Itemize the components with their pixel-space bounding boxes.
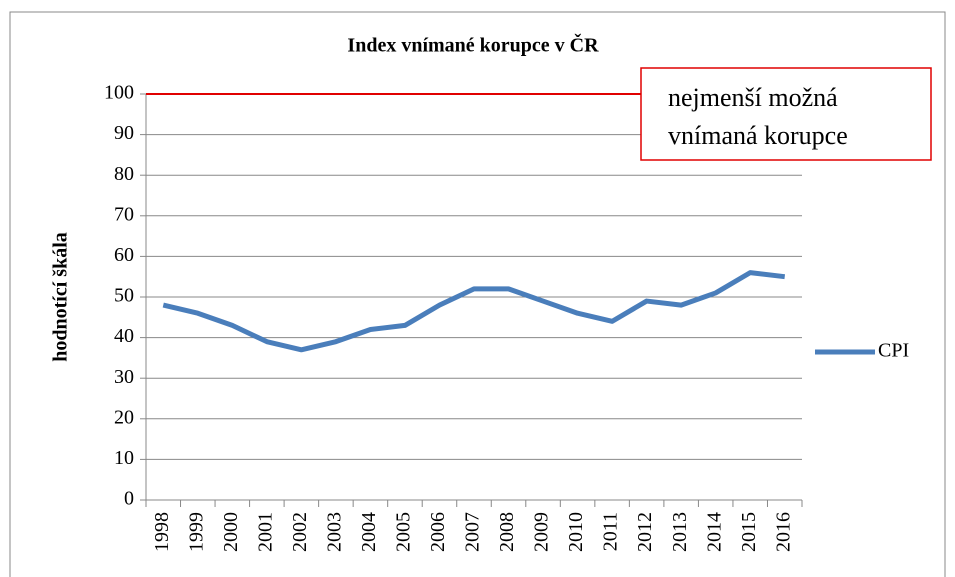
x-tick-label: 2011 <box>600 512 622 551</box>
y-tick-label: 40 <box>114 325 134 347</box>
y-tick-label: 50 <box>114 285 134 307</box>
x-tick-label: 2016 <box>772 512 794 552</box>
annotation-text: vnímaná korupce <box>668 121 848 150</box>
x-tick-label: 2006 <box>427 512 449 552</box>
x-tick-label: 2000 <box>220 512 242 552</box>
y-tick-label: 70 <box>114 203 134 225</box>
chart-title: Index vnímané korupce v ČR <box>347 33 599 57</box>
x-tick-label: 2013 <box>669 512 691 552</box>
x-tick-label: 1999 <box>185 512 207 552</box>
x-tick-label: 2015 <box>738 512 760 552</box>
x-tick-label: 2012 <box>634 512 656 552</box>
x-tick-label: 1998 <box>151 512 173 552</box>
x-tick-label: 2010 <box>565 512 587 552</box>
y-tick-label: 100 <box>104 82 134 104</box>
x-tick-label: 2009 <box>531 512 553 552</box>
annotation-text: nejmenší možná <box>668 83 838 112</box>
x-tick-label: 2002 <box>289 512 311 552</box>
legend-label: CPI <box>878 340 909 362</box>
y-tick-label: 0 <box>124 488 134 510</box>
x-tick-label: 2004 <box>358 512 380 552</box>
x-tick-label: 2014 <box>703 512 725 552</box>
y-tick-label: 90 <box>114 122 134 144</box>
x-tick-label: 2005 <box>393 512 415 552</box>
series-line <box>162 270 786 353</box>
x-tick-label: 2007 <box>462 512 484 552</box>
y-tick-label: 10 <box>114 447 134 469</box>
x-tick-label: 2001 <box>254 512 276 552</box>
y-tick-label: 60 <box>114 244 134 266</box>
x-tick-label: 2003 <box>323 512 345 552</box>
annotation-box <box>640 67 932 161</box>
y-axis-label: hodnotící škála <box>50 232 72 361</box>
y-tick-label: 80 <box>114 163 134 185</box>
chart-frame <box>9 11 946 577</box>
y-tick-label: 20 <box>114 406 134 428</box>
x-tick-label: 2008 <box>496 512 518 552</box>
y-tick-label: 30 <box>114 366 134 388</box>
